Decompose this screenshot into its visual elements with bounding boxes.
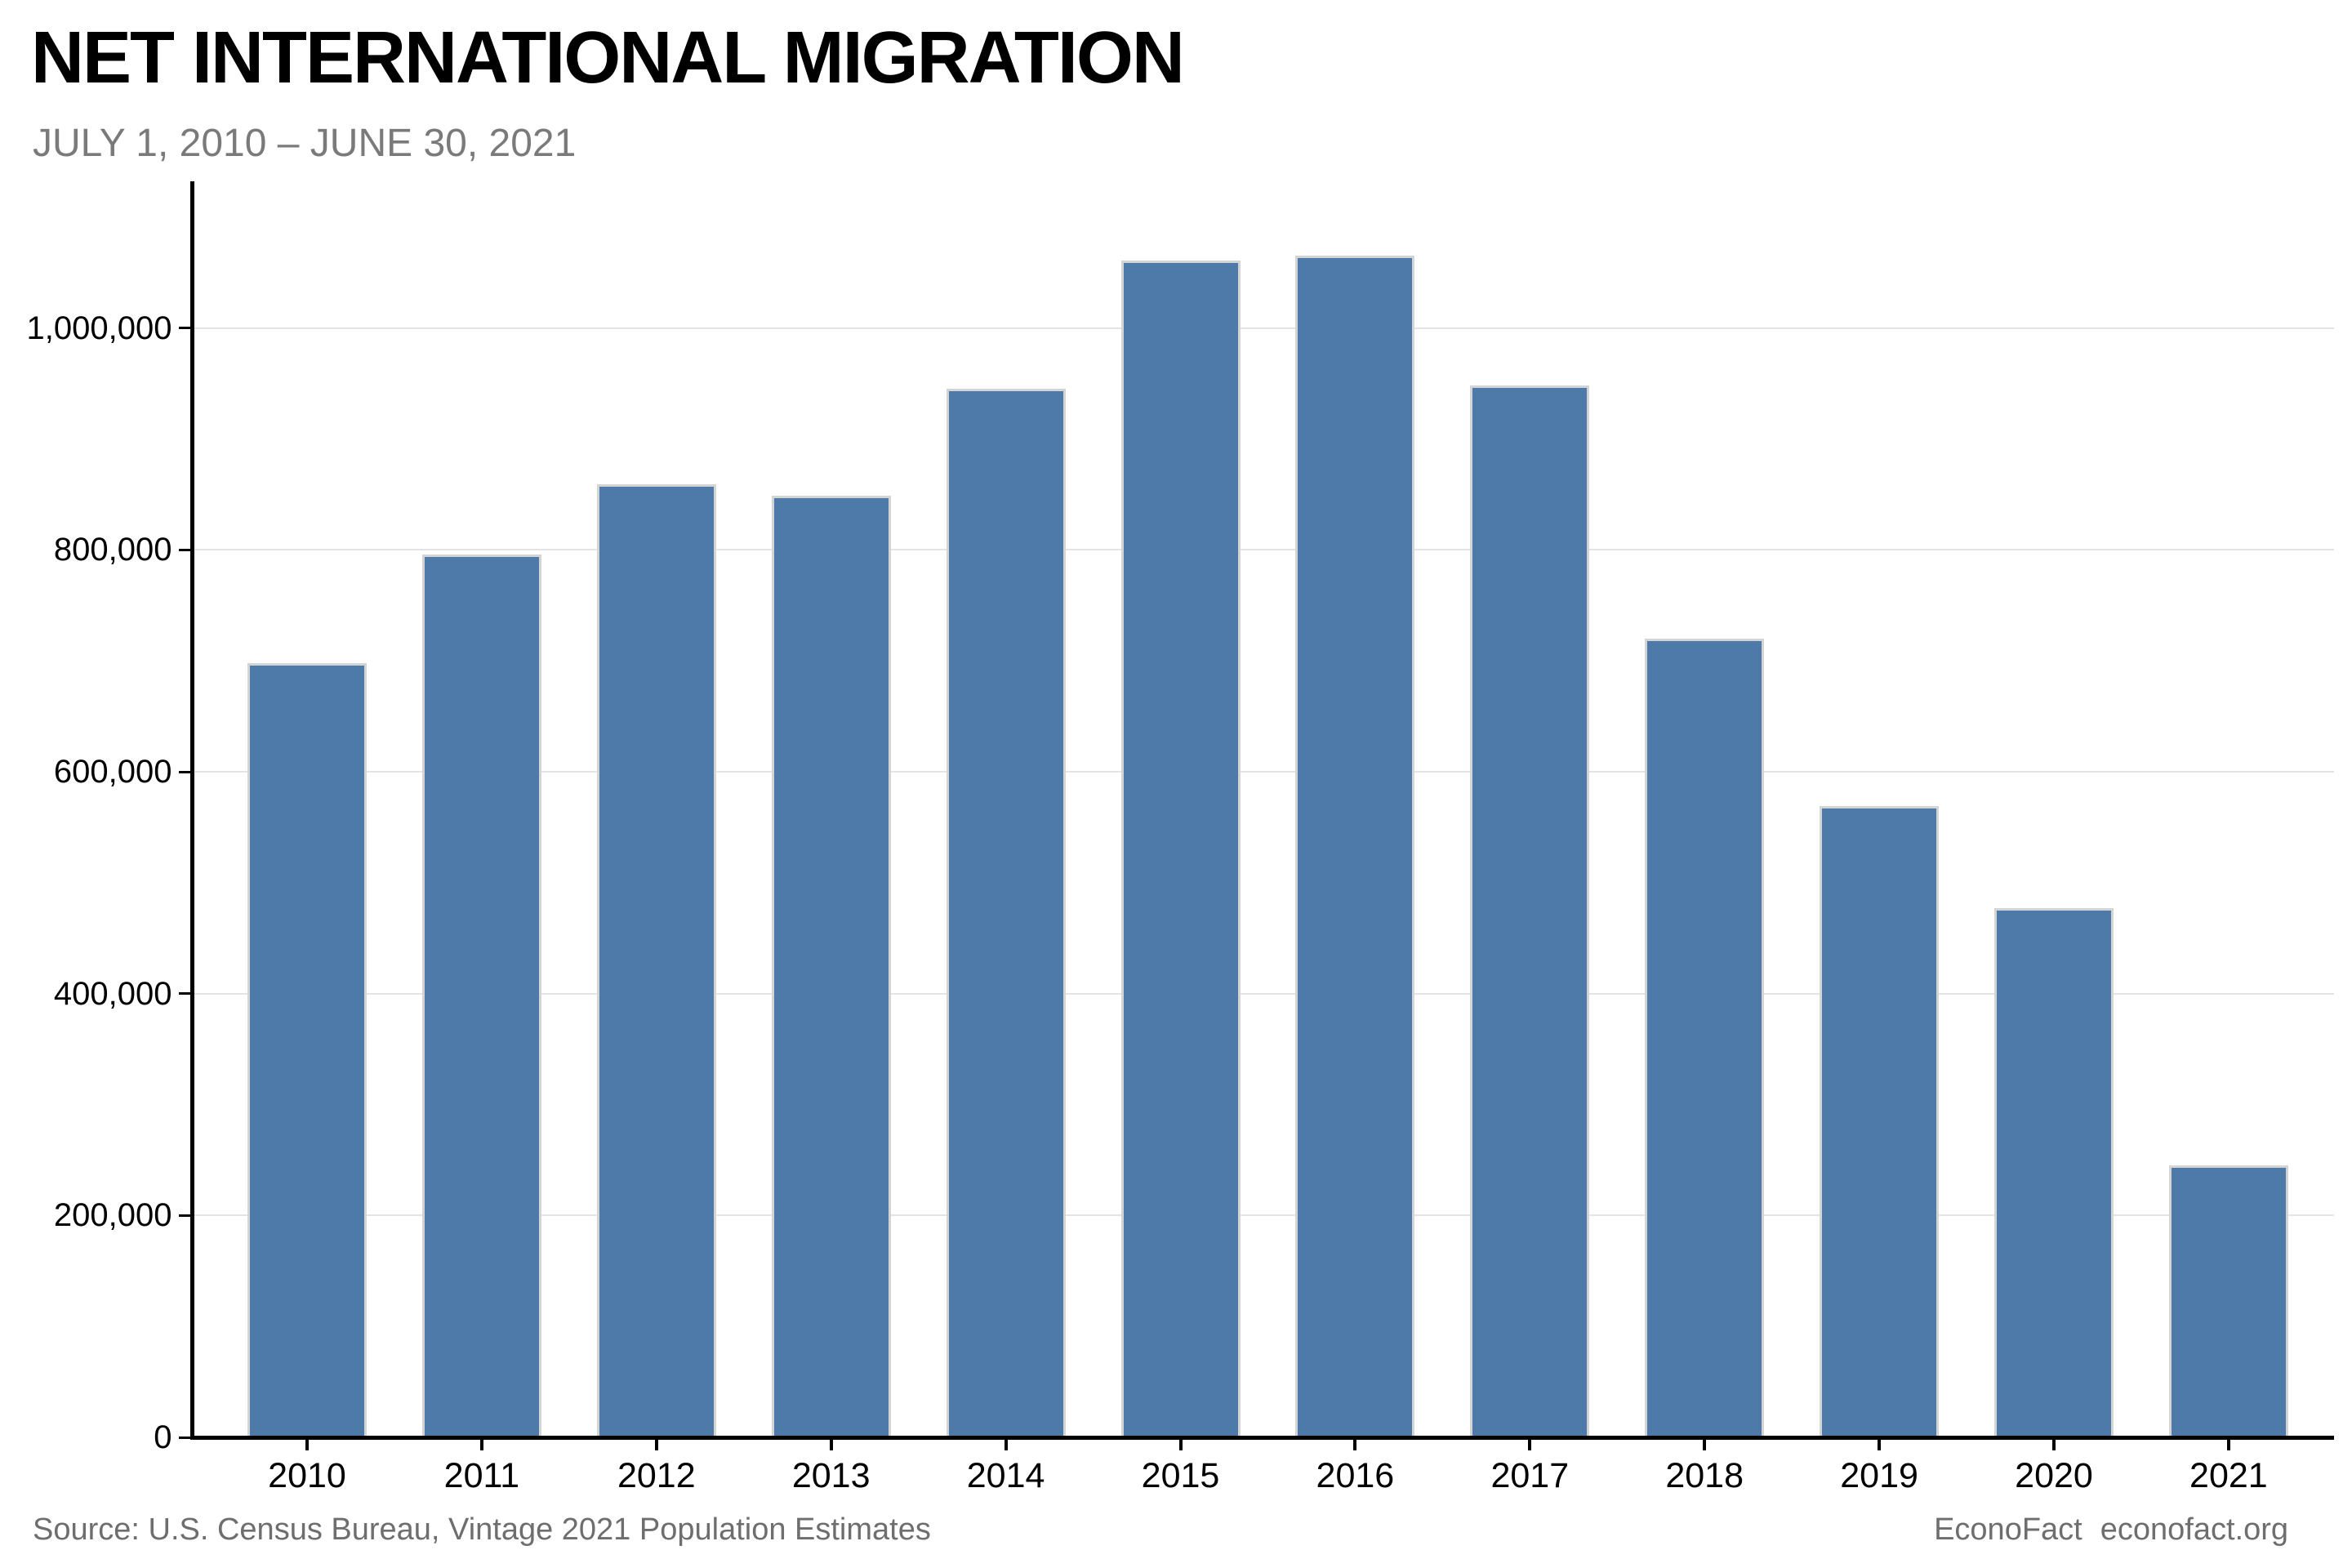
bar-2016	[1295, 256, 1414, 1439]
gridline-200000	[194, 1214, 2334, 1217]
y-axis-label-1000000: 1,000,000	[26, 310, 172, 346]
bar-2019	[1820, 806, 1939, 1439]
x-axis-label-2019: 2019	[1840, 1456, 1918, 1495]
x-axis-label-2012: 2012	[617, 1456, 696, 1495]
gridline-600000	[194, 771, 2334, 773]
x-axis-label-2014: 2014	[966, 1456, 1045, 1495]
source-note: Source: U.S. Census Bureau, Vintage 2021…	[33, 1512, 931, 1547]
y-axis-label-800000: 800,000	[53, 532, 172, 568]
x-tick-2012	[654, 1439, 658, 1450]
bar-2012	[597, 484, 716, 1439]
x-axis-label-2015: 2015	[1141, 1456, 1220, 1495]
x-tick-2017	[1528, 1439, 1532, 1450]
y-axis-label-400000: 400,000	[53, 975, 172, 1012]
x-axis-line	[189, 1435, 2334, 1440]
bar-2015	[1121, 260, 1241, 1439]
gridline-1000000	[194, 327, 2334, 329]
brand-name: EconoFact	[1934, 1512, 2082, 1547]
x-tick-2011	[479, 1439, 483, 1450]
page-title: NET INTERNATIONAL MIGRATION	[31, 17, 1185, 99]
x-tick-2014	[1004, 1439, 1008, 1450]
x-axis-label-2017: 2017	[1490, 1456, 1570, 1495]
gridline-400000	[194, 992, 2334, 995]
page-subtitle: JULY 1, 2010 – JUNE 30, 2021	[33, 122, 577, 165]
x-tick-2020	[2052, 1439, 2056, 1450]
x-tick-2021	[2226, 1439, 2230, 1450]
x-tick-2016	[1353, 1439, 1357, 1450]
y-tick-200000	[178, 1214, 190, 1217]
y-axis-label-0: 0	[154, 1419, 172, 1455]
x-tick-2015	[1178, 1439, 1183, 1450]
bar-2010	[247, 662, 367, 1439]
bar-2013	[772, 495, 891, 1439]
x-axis-label-2010: 2010	[268, 1456, 346, 1495]
bar-2014	[947, 389, 1066, 1439]
bar-2021	[2169, 1165, 2288, 1439]
y-axis-label-600000: 600,000	[53, 754, 172, 791]
brand-site: econofact.org	[2100, 1512, 2288, 1547]
y-tick-0	[178, 1436, 190, 1439]
y-tick-400000	[178, 992, 190, 996]
y-axis-line	[189, 181, 194, 1440]
bar-2017	[1470, 385, 1589, 1439]
x-tick-2010	[305, 1439, 309, 1450]
gridline-800000	[194, 549, 2334, 551]
x-axis-label-2016: 2016	[1316, 1456, 1395, 1495]
x-axis-label-2021: 2021	[2189, 1456, 2268, 1495]
y-tick-800000	[178, 548, 190, 551]
x-tick-2013	[829, 1439, 833, 1450]
bar-2020	[1994, 908, 2114, 1439]
x-axis-label-2011: 2011	[443, 1456, 520, 1495]
y-tick-600000	[178, 770, 190, 773]
brand-footer: EconoFact econofact.org	[1934, 1512, 2288, 1548]
y-axis-label-200000: 200,000	[53, 1197, 172, 1234]
bar-2011	[422, 554, 541, 1439]
bar-2018	[1645, 639, 1764, 1439]
x-axis-label-2018: 2018	[1665, 1456, 1744, 1495]
x-axis-label-2020: 2020	[2015, 1456, 2093, 1495]
x-tick-2019	[1878, 1439, 1882, 1450]
y-tick-1000000	[178, 327, 190, 330]
x-axis-label-2013: 2013	[791, 1456, 871, 1495]
x-tick-2018	[1703, 1439, 1707, 1450]
